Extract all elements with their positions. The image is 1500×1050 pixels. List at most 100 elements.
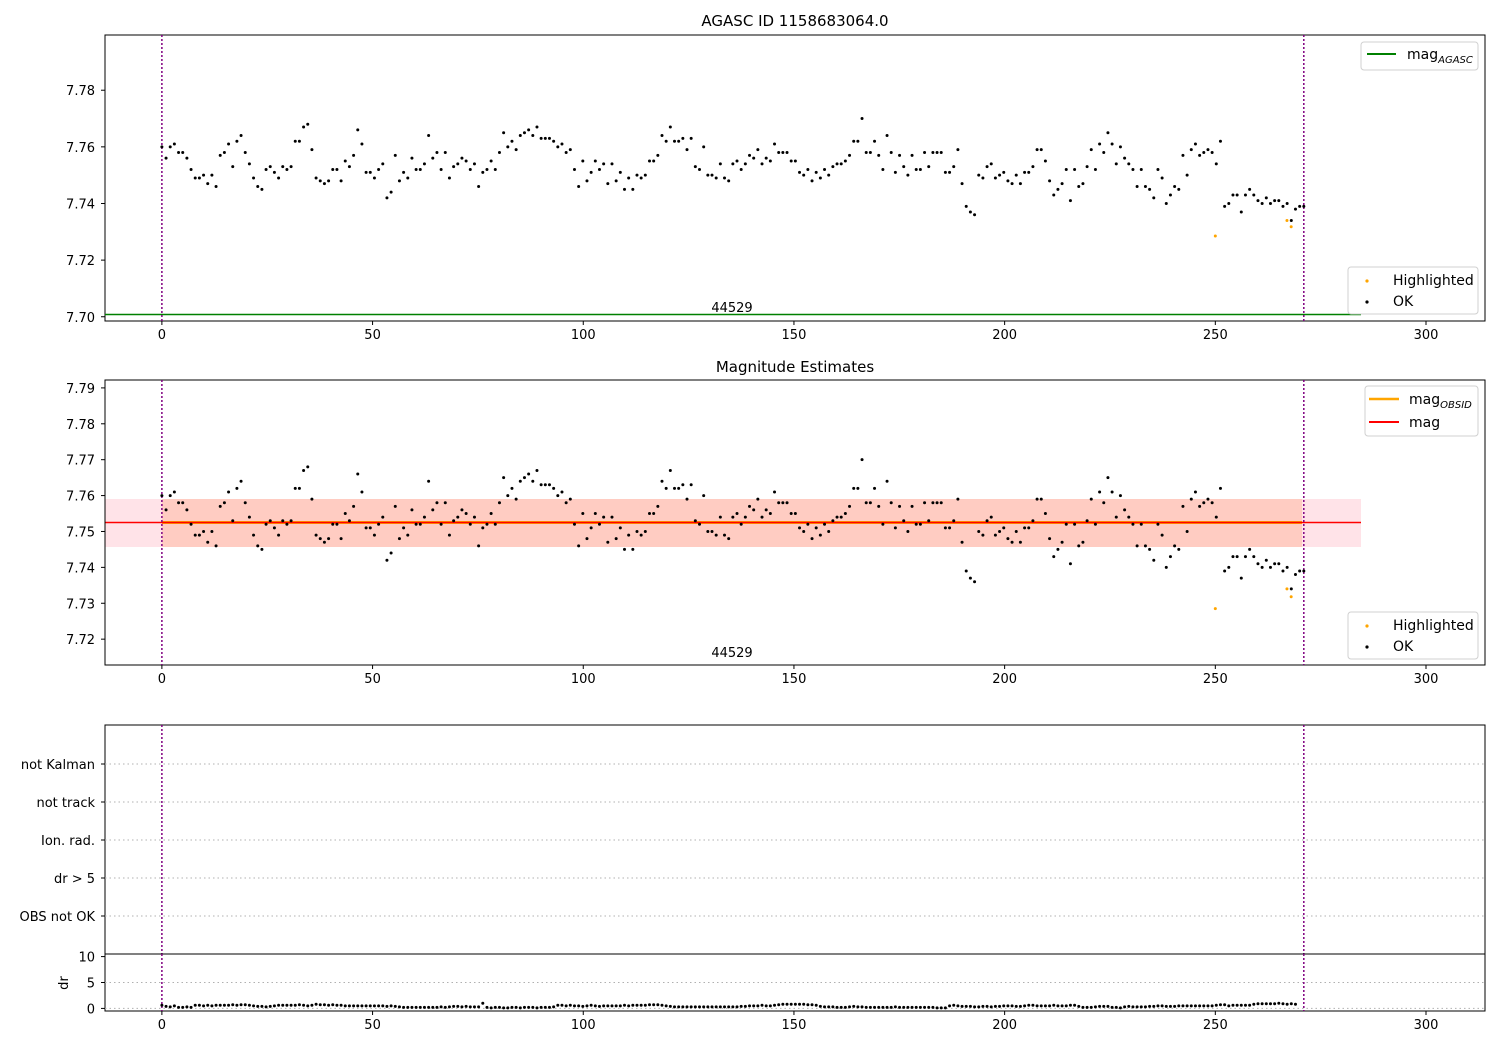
agasc-ok-point <box>1210 151 1214 155</box>
agasc-highlighted-point <box>1285 218 1289 222</box>
agasc-ok-point <box>873 139 877 143</box>
estimates-ok-point <box>506 494 510 498</box>
dr-point <box>964 1004 968 1008</box>
agasc-ok-point <box>222 151 226 155</box>
estimates-ok-point <box>843 512 847 516</box>
agasc-ok-point <box>993 176 997 180</box>
agasc-ok-point <box>631 187 635 191</box>
estimates-ok-point <box>656 504 660 508</box>
agasc-ok-point <box>185 156 189 160</box>
agasc-ok-point <box>489 159 493 163</box>
agasc-ok-point <box>781 151 785 155</box>
dr-point <box>885 1005 889 1009</box>
dr-point <box>506 1006 510 1010</box>
agasc-ok-point <box>802 173 806 177</box>
agasc-ok-point <box>218 153 222 157</box>
dr-point <box>1173 1004 1177 1008</box>
estimates-ok-point <box>356 472 360 476</box>
agasc-xtick-label-100: 100 <box>571 328 596 343</box>
dr-point <box>764 1004 768 1008</box>
agasc-ok-point <box>602 162 606 166</box>
estimates-ok-point <box>1077 544 1081 548</box>
agasc-ok-point <box>560 142 564 146</box>
agasc-ok-point <box>531 134 535 138</box>
agasc-ok-point <box>414 168 418 172</box>
dr-point <box>918 1005 922 1009</box>
dr-point <box>447 1005 451 1009</box>
dr-point <box>1273 1002 1277 1006</box>
agasc-y-axis: 7.70 7.72 7.74 7.76 7.78 <box>66 84 105 326</box>
estimates-ok-point <box>618 526 622 530</box>
estimates-legend-points-box <box>1347 611 1479 660</box>
dr-point <box>960 1004 964 1008</box>
dr-point <box>743 1004 747 1008</box>
dr-point <box>606 1004 610 1008</box>
agasc-ok-point <box>197 176 201 180</box>
dr-point <box>902 1005 906 1009</box>
dr-point <box>535 1006 539 1010</box>
dr-point <box>877 1005 881 1009</box>
estimates-ok-point <box>168 494 172 498</box>
dr-point <box>698 1005 702 1009</box>
agasc-ok-point <box>1181 153 1185 157</box>
agasc-ok-point <box>864 151 868 155</box>
agasc-ok-point <box>1185 173 1189 177</box>
agasc-ok-point <box>635 173 639 177</box>
dr-point <box>464 1004 468 1008</box>
estimates-highlighted-point <box>1289 595 1293 599</box>
agasc-ok-point <box>647 159 651 163</box>
dr-point <box>343 1004 347 1008</box>
agasc-ok-point <box>1052 193 1056 197</box>
dr-point <box>481 1001 485 1005</box>
agasc-ok-point <box>193 176 197 180</box>
dr-point <box>1056 1004 1060 1008</box>
agasc-ytick-label-7.78: 7.78 <box>66 84 95 99</box>
estimates-ok-point <box>1156 522 1160 526</box>
dr-ytick-label-5: 5 <box>87 977 95 992</box>
flags-category-label: not track <box>36 796 95 811</box>
agasc-ok-point <box>239 134 243 138</box>
estimates-ok-point <box>231 519 235 523</box>
estimates-ok-point <box>264 522 268 526</box>
estimates-ok-point <box>1135 544 1139 548</box>
dr-point <box>789 1002 793 1006</box>
estimates-ok-point <box>756 497 760 501</box>
agasc-legend-mag-label: magAGASC <box>1407 47 1473 66</box>
dr-point <box>614 1004 618 1008</box>
dr-point <box>602 1004 606 1008</box>
estimates-ok-point <box>381 515 385 519</box>
dr-point <box>443 1005 447 1009</box>
dr-point <box>1118 1006 1122 1010</box>
dr-point <box>748 1004 752 1008</box>
dr-point <box>593 1004 597 1008</box>
flags-category-label: OBS not OK <box>20 910 96 925</box>
estimates-ok-point <box>889 501 893 505</box>
dr-point <box>185 1005 189 1009</box>
dr-ytick-label-0: 0 <box>87 1002 95 1017</box>
estimates-ok-point <box>1198 504 1202 508</box>
agasc-ok-point <box>877 153 881 157</box>
estimates-ok-point <box>689 483 693 487</box>
dr-point <box>956 1004 960 1008</box>
estimates-ok-point <box>1018 540 1022 544</box>
agasc-ok-point <box>743 162 747 166</box>
estimates-ok-point <box>202 529 206 533</box>
estimates-ok-point <box>827 529 831 533</box>
agasc-ok-point <box>410 156 414 160</box>
flags-categories: not Kalman not track Ion. rad. dr > 5 OBS no… <box>20 758 1485 925</box>
agasc-ok-point <box>168 145 172 149</box>
dr-point <box>1093 1005 1097 1009</box>
dr-point <box>264 1005 268 1009</box>
dr-point <box>856 1005 860 1009</box>
dr-point <box>752 1004 756 1008</box>
estimates-ok-point <box>985 519 989 523</box>
estimates-ok-point <box>1031 519 1035 523</box>
dr-point <box>998 1004 1002 1008</box>
agasc-ok-point <box>418 168 422 172</box>
agasc-ok-point <box>1268 201 1272 205</box>
dr-point <box>1289 1002 1293 1006</box>
dr-point <box>1123 1005 1127 1009</box>
estimates-ok-point <box>1164 565 1168 569</box>
estimates-ok-point <box>210 529 214 533</box>
agasc-ok-point <box>764 156 768 160</box>
